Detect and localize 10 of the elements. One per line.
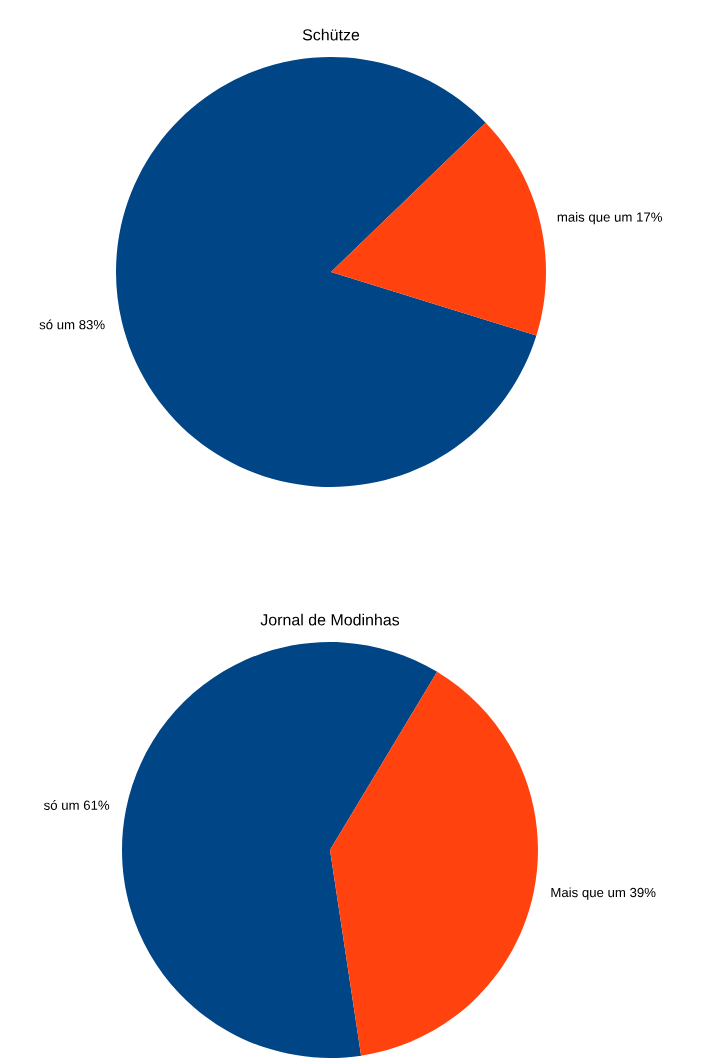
pie-slice [116, 57, 537, 487]
slice-label: só um 83% [39, 319, 105, 330]
pie-slice [122, 642, 438, 1058]
chart-title: Schütze [302, 28, 360, 41]
pie-slice [330, 671, 538, 1056]
slice-label: Mais que um 39% [551, 887, 656, 900]
slice-label: só um 61% [44, 800, 110, 810]
chart-title: Jornal de Modinhas [260, 613, 400, 626]
slice-label: mais que um 17% [557, 212, 663, 225]
pie-slice [331, 122, 546, 336]
